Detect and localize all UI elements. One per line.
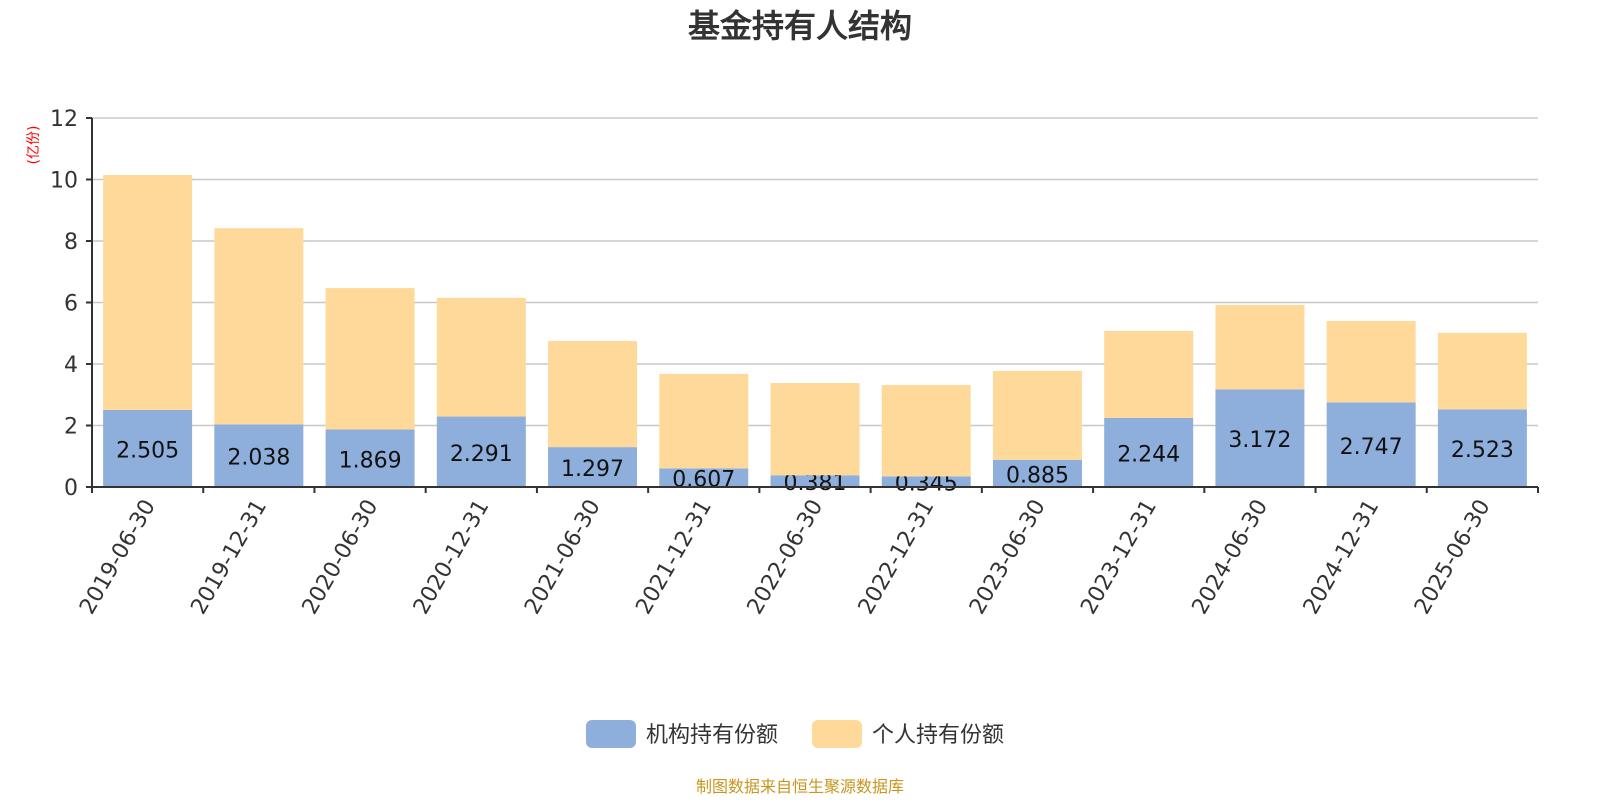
y-tick-label: 10 [50, 169, 78, 194]
bar-institutional [992, 459, 1082, 487]
bar-institutional [1437, 409, 1527, 487]
legend-label: 个人持有份额 [872, 723, 1004, 748]
x-tick-label: 2022-12-31 [854, 496, 940, 619]
bar-institutional [659, 468, 749, 487]
x-tick-label: 2025-06-30 [1410, 496, 1496, 619]
y-tick-label: 8 [64, 230, 78, 255]
bar-individual [770, 383, 860, 476]
bar-individual [436, 297, 526, 417]
x-tick-label: 2019-12-31 [186, 496, 272, 619]
bar-institutional [1326, 402, 1416, 487]
bar-institutional [436, 416, 526, 487]
legend-swatch-individual [812, 720, 862, 748]
bar-value-label: 0.381 [784, 471, 847, 496]
bar-individual [1104, 330, 1194, 418]
x-tick-label: 2022-06-30 [743, 496, 829, 619]
x-tick-label: 2023-06-30 [965, 496, 1051, 619]
bar-value-label: 2.505 [116, 438, 179, 463]
bar-institutional [770, 475, 860, 487]
y-tick-label: 4 [64, 353, 78, 378]
legend-label: 机构持有份额 [646, 723, 778, 748]
bar-individual [1326, 321, 1416, 403]
bar-individual [992, 370, 1082, 460]
bar-institutional [881, 476, 971, 487]
bar-institutional [103, 409, 193, 487]
bar-institutional [214, 424, 304, 487]
x-tick-label: 2021-06-30 [520, 496, 606, 619]
bar-institutional [1104, 417, 1194, 487]
x-tick-label: 2023-12-31 [1076, 496, 1162, 619]
bar-individual [659, 373, 749, 469]
y-tick-label: 12 [50, 107, 78, 132]
bar-institutional [548, 447, 638, 487]
bar-value-label: 0.885 [1006, 463, 1069, 488]
bar-value-label: 2.038 [227, 446, 290, 471]
legend: 机构持有份额 个人持有份额 [586, 720, 1004, 748]
x-tick-label: 2020-06-30 [298, 496, 384, 619]
x-tick-label: 2021-12-31 [631, 496, 717, 619]
x-tick-label: 2020-12-31 [409, 496, 495, 619]
bar-institutional [325, 429, 415, 487]
source-note: 制图数据来自恒生聚源数据库 [696, 777, 904, 796]
bar-value-label: 2.244 [1117, 442, 1180, 467]
y-tick-label: 0 [64, 476, 78, 501]
y-tick-label: 2 [64, 415, 78, 440]
bar-individual [1215, 304, 1305, 390]
chart-title: 基金持有人结构 [688, 7, 912, 45]
bar-individual [103, 175, 193, 410]
bar-individual [325, 288, 415, 430]
bar-value-label: 2.747 [1340, 435, 1403, 460]
bar-individual [881, 385, 971, 477]
y-axis-label: (亿份) [26, 126, 42, 165]
y-tick-label: 6 [64, 292, 78, 317]
x-tick-label: 2024-12-31 [1299, 496, 1385, 619]
legend-swatch-institutional [586, 720, 636, 748]
bar-individual [1437, 332, 1527, 410]
bar-value-label: 1.869 [339, 448, 402, 473]
x-tick-label: 2024-06-30 [1188, 496, 1274, 619]
bar-institutional [1215, 389, 1305, 487]
bar-value-label: 0.607 [672, 468, 735, 493]
x-tick-label: 2019-06-30 [75, 496, 161, 619]
bar-individual [214, 228, 304, 425]
bar-value-label: 2.291 [450, 442, 513, 467]
bar-value-label: 1.297 [561, 457, 624, 482]
bar-individual [548, 341, 638, 448]
bar-value-label: 2.523 [1451, 438, 1514, 463]
bar-value-label: 3.172 [1228, 428, 1291, 453]
